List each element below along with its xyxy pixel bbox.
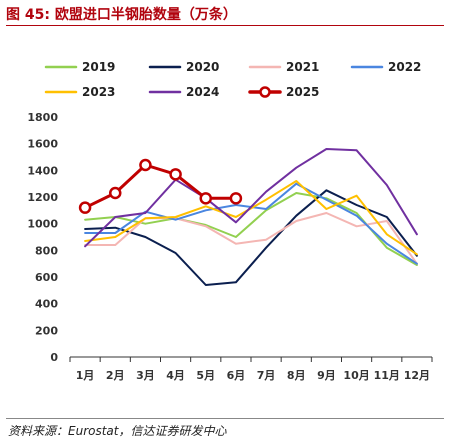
title-rule	[6, 25, 444, 26]
y-tick-label: 1200	[27, 191, 58, 204]
legend-label-2023: 2023	[82, 85, 115, 99]
legend-marker-2025	[259, 86, 271, 98]
series-line-2021	[84, 212, 418, 265]
x-tick-label: 6月	[227, 369, 246, 382]
x-tick-label: 11月	[374, 369, 400, 382]
series-marker-2025	[109, 186, 122, 200]
legend-label-2020: 2020	[186, 60, 219, 74]
series-marker-2025	[169, 168, 182, 181]
series-marker-2025	[199, 192, 212, 205]
series-marker-2025	[139, 158, 152, 172]
x-tick-label: 1月	[76, 369, 95, 382]
legend-label-2019: 2019	[82, 60, 115, 74]
series-line-2025	[83, 163, 238, 210]
series-line-2020	[84, 189, 418, 286]
source-rule	[6, 418, 444, 419]
series-marker-2025	[78, 201, 92, 214]
series-marker-2025	[229, 192, 243, 205]
legend-label-2022: 2022	[388, 60, 421, 74]
x-axis: 1月 2月 3月 4月 5月 6月 7月 8月 9月 10月 11月 12月	[69, 356, 433, 382]
y-tick-label: 1800	[27, 111, 58, 124]
x-tick-label: 2月	[106, 369, 125, 382]
x-tick-label: 3月	[136, 369, 155, 382]
x-tick-label: 9月	[317, 369, 336, 382]
x-tick-label: 10月	[343, 369, 369, 382]
y-tick-label: 800	[35, 244, 58, 257]
y-tick-label: 1400	[27, 164, 58, 177]
legend-label-2025: 2025	[286, 85, 319, 99]
figure-title: 图 45: 欧盟进口半钢胎数量（万条）	[6, 7, 237, 23]
y-tick-label: 600	[35, 271, 58, 284]
chart-legend: 2019 2020 2021 2022 2023 2024 2025	[44, 60, 421, 99]
y-tick-label: 0	[50, 351, 58, 364]
chart-series	[78, 148, 418, 286]
series-line-2024	[84, 148, 418, 248]
x-tick-label: 7月	[257, 369, 276, 382]
x-tick-label: 4月	[166, 369, 185, 382]
series-line-2023	[84, 180, 418, 256]
x-tick-label: 5月	[196, 369, 215, 382]
line-chart: 2019 2020 2021 2022 2023 2024 2025 0 200 400 600 8…	[27, 60, 433, 382]
y-tick-label: 1600	[27, 138, 58, 151]
legend-label-2024: 2024	[186, 85, 219, 99]
series-line-2019	[84, 192, 418, 266]
y-tick-label: 400	[35, 298, 58, 311]
y-tick-label: 1000	[27, 218, 58, 231]
legend-label-2021: 2021	[286, 60, 319, 74]
x-tick-label: 12月	[404, 369, 430, 382]
source-note: 资料来源：Eurostat，信达证券研发中心	[8, 424, 227, 438]
y-tick-label: 200	[35, 324, 58, 337]
y-axis-ticks: 0 200 400 600 800 1000 1200 1400 1600 1800	[27, 111, 58, 364]
x-tick-label: 8月	[287, 369, 306, 382]
